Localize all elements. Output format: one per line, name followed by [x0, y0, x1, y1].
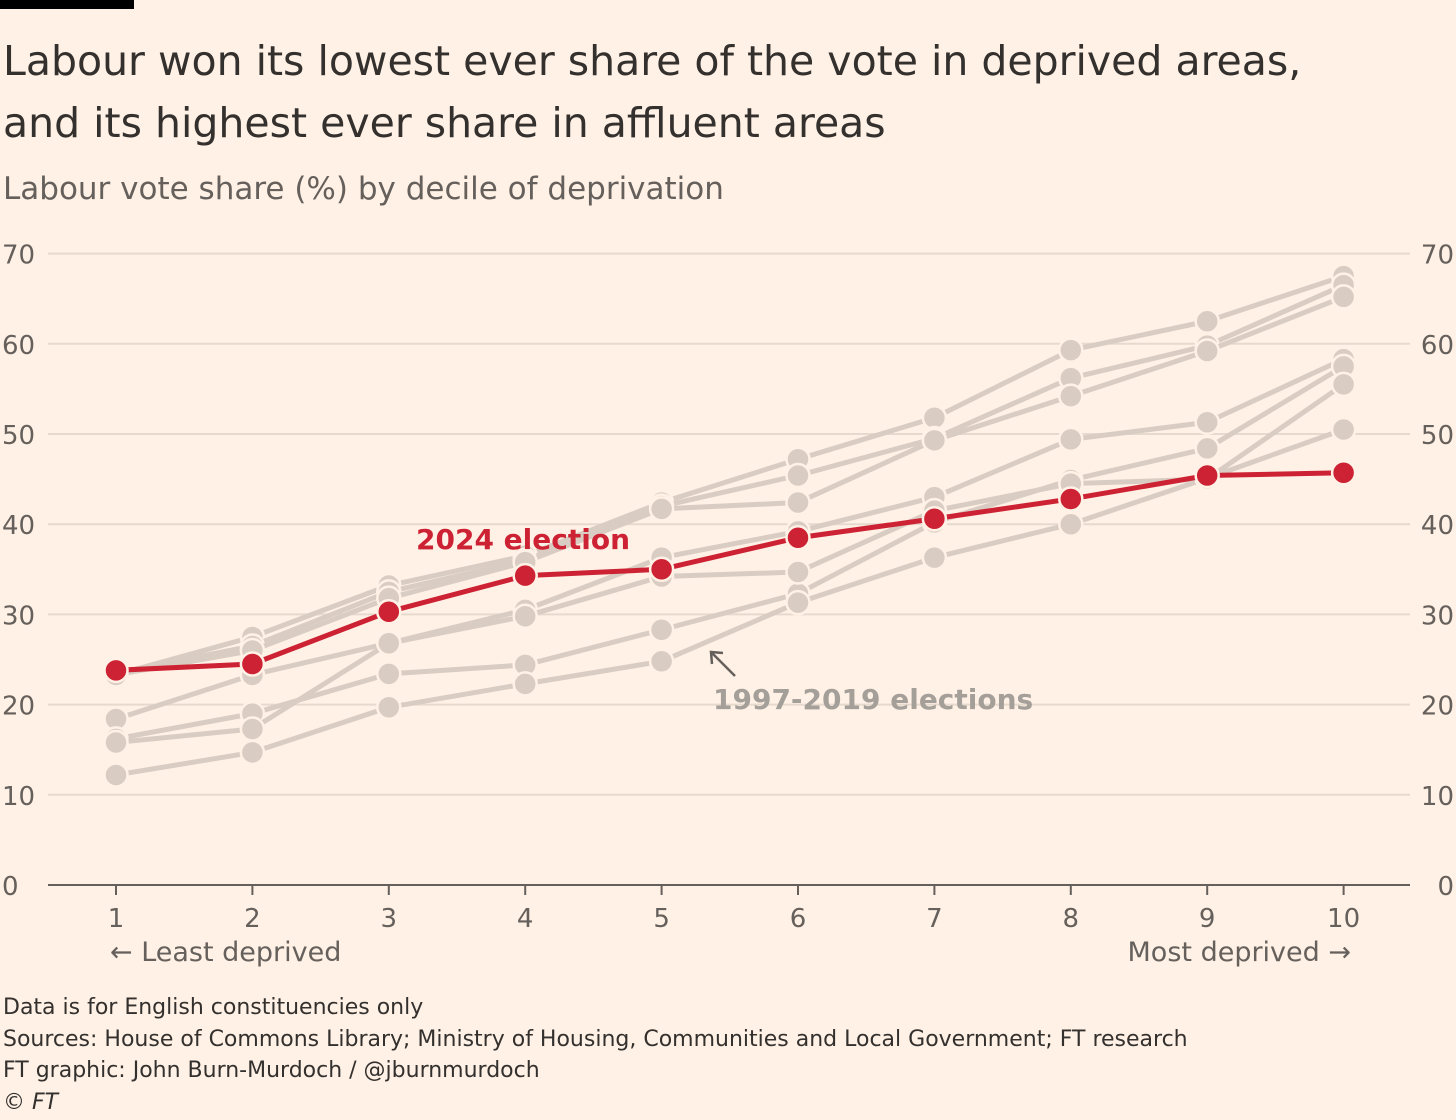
series-history-6-point-4	[512, 603, 538, 629]
x-tick-8: 8	[1063, 904, 1080, 934]
series-2024-point-7	[921, 506, 948, 532]
series-history-2-line	[113, 282, 1347, 676]
series-history-6-point-1	[103, 729, 129, 756]
series-history-7-point-7	[921, 544, 948, 571]
series-history-6-point-10	[1330, 371, 1357, 398]
series-history-4-line	[113, 356, 1347, 722]
x-label-most-deprived: Most deprived →	[1128, 937, 1351, 968]
chart-subtitle: Labour vote share (%) by decile of depri…	[3, 171, 724, 207]
series-history-7-point-10	[1330, 416, 1357, 443]
y-tick-right-20: 20	[1421, 692, 1454, 722]
series-history-7-point-6	[785, 589, 811, 616]
series-history-6-point-3	[376, 630, 402, 657]
series-2024-point-10	[1330, 460, 1357, 486]
series-history-3-point-5	[648, 496, 675, 522]
series-history-2-point-6	[785, 462, 811, 489]
series-history-3-point-9	[1194, 338, 1220, 364]
x-tick-3: 3	[381, 904, 398, 934]
annotations: 2024 election 1997-2019 elections ← Leas…	[110, 523, 1351, 968]
series-2024-point-6	[785, 524, 811, 551]
series-2024-point-1	[103, 657, 129, 684]
series-history-3-line	[113, 294, 1347, 678]
series-2024-point-8	[1058, 486, 1084, 512]
ft-brand-bar	[0, 0, 134, 9]
chart-title-line-2: and its highest ever share in affluent a…	[3, 99, 886, 147]
series-history-7-point-5	[648, 648, 675, 675]
annotation-1997-2019-elections: 1997-2019 elections	[713, 683, 1033, 716]
series-history-7-point-3	[376, 694, 402, 721]
y-tick-right-70: 70	[1421, 241, 1454, 271]
series-history-6-line	[113, 381, 1347, 745]
annotation-arrow-line	[711, 652, 736, 677]
series-history-6-point-6	[785, 559, 811, 585]
footer-sources: Sources: House of Commons Library; Minis…	[3, 1026, 1188, 1052]
x-tick-6: 6	[790, 904, 807, 934]
series-history-4-point-8	[1058, 426, 1084, 453]
footer-credit: FT graphic: John Burn-Murdoch / @jburnmu…	[3, 1058, 540, 1083]
series-history-7-line	[113, 426, 1347, 778]
line-chart: 0 0 10 10 20 20 30 30 40 40 50 50 60 60 70 70 1 2 3 4 5 6 7 8 9 1…	[2, 241, 1454, 968]
x-tick-5: 5	[653, 904, 670, 934]
axes: 0 0 10 10 20 20 30 30 40 40 50 50 60 60 70 70 1 2 3 4 5 6 7 8 9 1…	[2, 241, 1454, 934]
series-2024-point-5	[648, 556, 675, 583]
y-tick-left-50: 50	[2, 421, 35, 451]
y-tick-right-10: 10	[1421, 782, 1454, 812]
chart-footer: Data is for English constituencies only …	[3, 992, 1188, 1118]
x-tick-1: 1	[108, 904, 125, 934]
y-tick-left-40: 40	[2, 511, 35, 541]
series-history-7-point-1	[103, 762, 129, 788]
x-tick-2: 2	[244, 904, 261, 934]
y-tick-left-70: 70	[2, 241, 35, 271]
series-history-7-point-2	[239, 739, 266, 766]
x-tick-10: 10	[1327, 904, 1360, 934]
series-history-3-point-6	[785, 489, 811, 516]
series-2024-point-4	[512, 562, 538, 589]
series-history-5-line	[113, 363, 1347, 742]
annotation-arrow-head	[709, 650, 724, 665]
y-tick-right-30: 30	[1421, 601, 1454, 631]
highlight-series	[103, 460, 1357, 684]
gridlines	[48, 252, 1410, 796]
series-history-1-point-9	[1194, 308, 1220, 334]
y-tick-left-20: 20	[2, 692, 35, 722]
series-history-6-point-2	[239, 716, 266, 742]
series-history-7-point-8	[1058, 511, 1084, 537]
series-history-7-point-4	[512, 671, 538, 697]
series-history-5-point-3	[376, 661, 402, 687]
y-tick-left-30: 30	[2, 601, 35, 631]
series-history-1-point-8	[1058, 337, 1084, 363]
chart-title-line-1: Labour won its lowest ever share of the …	[3, 37, 1302, 85]
y-tick-right-40: 40	[1421, 511, 1454, 541]
footer-copyright: © FT	[3, 1089, 59, 1115]
y-tick-right-50: 50	[1421, 421, 1454, 451]
y-tick-left-60: 60	[2, 331, 35, 361]
x-tick-4: 4	[517, 904, 534, 934]
x-tick-9: 9	[1199, 904, 1216, 934]
x-label-least-deprived: ← Least deprived	[110, 937, 341, 968]
series-2024-line	[113, 470, 1347, 673]
footer-note: Data is for English constituencies only	[3, 995, 424, 1020]
series-history-5-point-9	[1194, 435, 1220, 462]
x-tick-7: 7	[926, 904, 943, 934]
series-2024-point-2	[239, 651, 266, 677]
series-history-5-point-5	[648, 616, 675, 643]
chart-title: Labour won its lowest ever share of the …	[3, 30, 1443, 154]
series-history-1-line	[113, 273, 1347, 678]
annotation-2024-election: 2024 election	[416, 523, 630, 556]
series-history-3-point-7	[921, 427, 948, 454]
y-tick-right-60: 60	[1421, 331, 1454, 361]
y-tick-left-0: 0	[2, 872, 19, 902]
series-2024-point-3	[376, 598, 402, 625]
y-tick-right-0: 0	[1437, 872, 1454, 902]
series-history-3-point-10	[1330, 284, 1357, 310]
series-2024-point-9	[1194, 462, 1220, 489]
y-tick-left-10: 10	[2, 782, 35, 812]
series-history-3-point-8	[1058, 383, 1084, 409]
series-history-4-point-9	[1194, 409, 1220, 436]
